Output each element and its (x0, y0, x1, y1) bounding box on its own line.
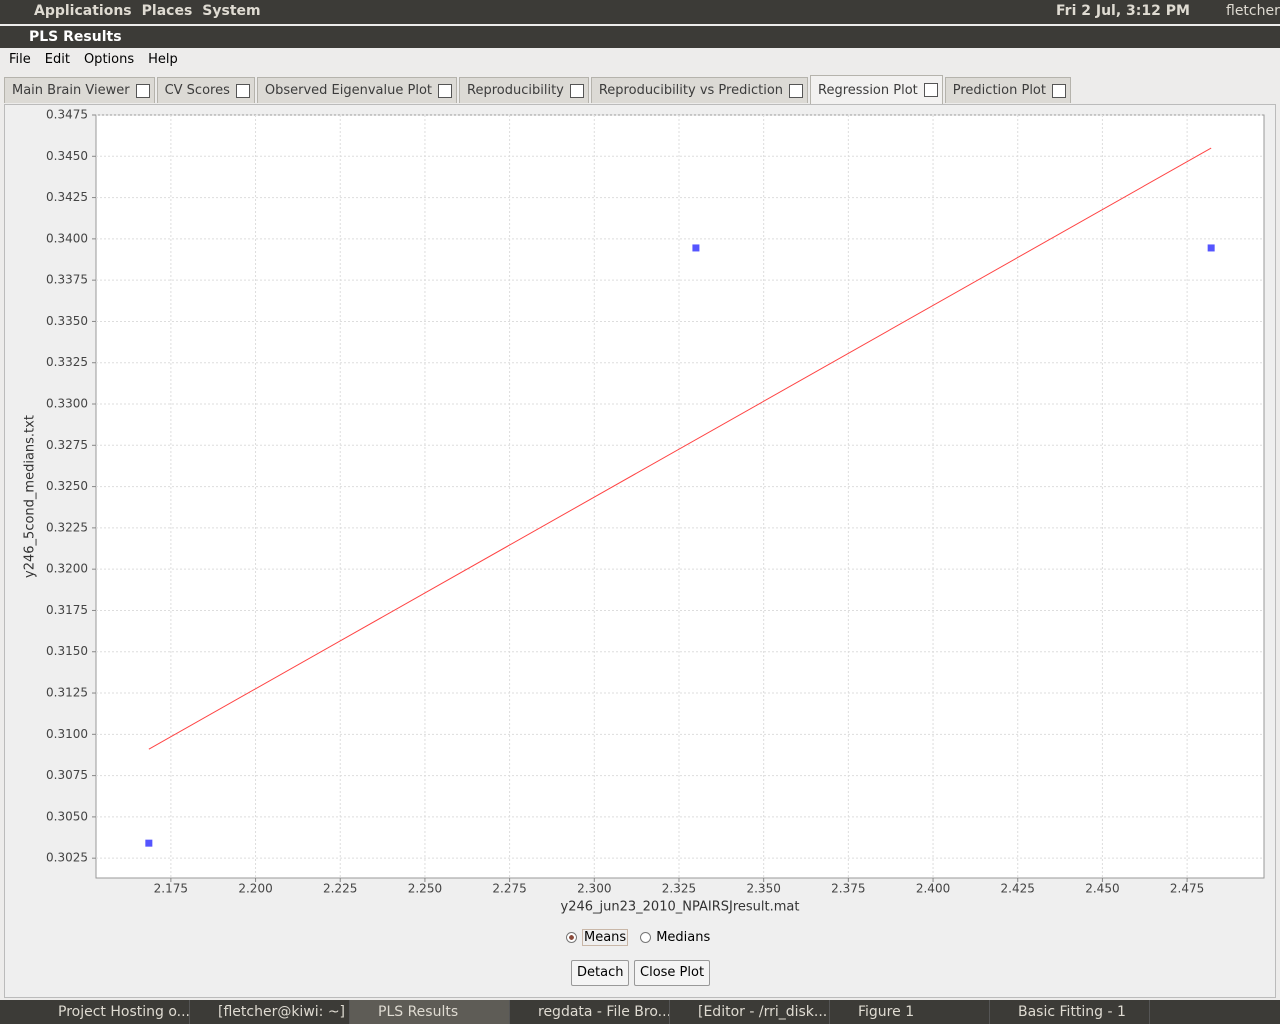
panel-menu[interactable]: System (202, 3, 261, 19)
x-tick-label: 2.175 (154, 882, 188, 896)
panel-menus: Applications Places System (34, 3, 261, 19)
menu-item[interactable]: Help (148, 52, 178, 67)
tab[interactable]: Reproducibility (459, 77, 589, 103)
y-tick-label: 0.3100 (46, 727, 88, 741)
point (145, 839, 153, 847)
radio-label: Means (582, 929, 629, 946)
tab-label: Prediction Plot (952, 83, 1046, 98)
show-desktop[interactable] (0, 1000, 30, 1024)
radio-group: Means Medians (566, 929, 710, 946)
menu-item[interactable]: Edit (44, 52, 70, 67)
x-tick-label: 2.450 (1085, 882, 1119, 896)
window-titlebar: PLS Results (0, 26, 1280, 48)
task-item[interactable]: [Editor - /rri_disk... (670, 1000, 830, 1024)
y-axis-label: y246_5cond_medians.txt (23, 415, 38, 578)
menu-item[interactable]: Options (83, 52, 135, 67)
y-tick-label: 0.3350 (46, 314, 88, 328)
x-tick-label: 2.325 (662, 882, 696, 896)
y-tick-label: 0.3400 (46, 231, 88, 245)
tab-detach-icon[interactable] (569, 83, 584, 98)
x-tick-label: 2.475 (1170, 882, 1204, 896)
radio-dot (566, 932, 577, 943)
button[interactable]: Detach (571, 960, 630, 986)
tab-strip: Main Brain Viewer CV Scores Observed Eigen… (4, 75, 1071, 104)
y-tick-label: 0.3475 (46, 108, 88, 122)
tab-detach-icon[interactable] (235, 83, 250, 98)
button[interactable]: Close Plot (634, 960, 711, 986)
chart: 0.3025 0.3050 0.3075 0.3100 0.3125 0.3150 0.31… (23, 108, 1265, 915)
radio[interactable]: Means (566, 929, 629, 946)
radio-label: Medians (656, 930, 711, 945)
x-tick-label: 2.350 (746, 882, 780, 896)
user[interactable]: fletcher (1226, 3, 1280, 19)
tab[interactable]: Regression Plot (810, 75, 943, 104)
tab[interactable]: Main Brain Viewer (4, 77, 155, 103)
tab[interactable]: Prediction Plot (944, 77, 1071, 103)
task-item[interactable]: [fletcher@kiwi: ~] (190, 1000, 350, 1024)
y-tick-label: 0.3450 (46, 149, 88, 163)
x-tick-label: 2.250 (408, 882, 442, 896)
top-panel: Applications Places System Fri 2 Jul, 3:12… (0, 0, 1280, 24)
tab-label: Regression Plot (818, 82, 918, 98)
taskbar: Project Hosting o... [fletcher@kiwi: ~] PL… (0, 1000, 1280, 1024)
y-tick-label: 0.3175 (46, 603, 88, 617)
x-axis-label: y246_jun23_2010_NPAIRSJresult.mat (561, 900, 800, 915)
menu-items: File Edit Options Help (9, 52, 178, 67)
y-tick-label: 0.3025 (46, 851, 88, 865)
window-title: PLS Results (29, 29, 122, 45)
radio-dot (640, 932, 652, 943)
tab[interactable]: Observed Eigenvalue Plot (256, 77, 458, 103)
tab-detach-icon[interactable] (789, 83, 804, 98)
tab-detach-icon[interactable] (135, 83, 150, 98)
regression-line (148, 147, 1212, 750)
x-tick-label: 2.400 (916, 882, 950, 896)
task-item[interactable]: regdata - File Bro... (510, 1000, 670, 1024)
y-tick-label: 0.3300 (46, 397, 88, 411)
radio[interactable]: Medians (640, 929, 710, 946)
x-tick-label: 2.375 (831, 882, 865, 896)
tab-label: Reproducibility (467, 83, 564, 98)
clock[interactable]: Fri 2 Jul, 3:12 PM (1056, 3, 1190, 19)
y-tick-label: 0.3050 (46, 809, 88, 823)
y-tick-label: 0.3250 (46, 479, 88, 493)
y-tick-label: 0.3425 (46, 190, 88, 204)
tab-label: CV Scores (164, 83, 230, 98)
tab[interactable]: CV Scores (156, 77, 255, 103)
y-tick-label: 0.3200 (46, 562, 88, 576)
tab-label: Observed Eigenvalue Plot (264, 83, 433, 98)
task-item[interactable]: Project Hosting o... (30, 1000, 190, 1024)
x-tick-label: 2.200 (238, 882, 272, 896)
tab-detach-icon[interactable] (1051, 83, 1066, 98)
menu-item[interactable]: File (9, 52, 31, 67)
task-item[interactable]: Basic Fitting - 1 (990, 1000, 1150, 1024)
task-item[interactable]: Figure 1 (830, 1000, 990, 1024)
y-tick-label: 0.3325 (46, 355, 88, 369)
tab-detach-icon[interactable] (438, 83, 453, 98)
point (692, 244, 700, 252)
panel-menu[interactable]: Places (141, 3, 193, 19)
x-tick-label: 2.300 (577, 882, 611, 896)
y-tick-label: 0.3375 (46, 273, 88, 287)
y-tick-label: 0.3225 (46, 520, 88, 534)
x-tick-label: 2.225 (323, 882, 357, 896)
x-tick-label: 2.275 (492, 882, 526, 896)
panel-menu[interactable]: Applications (34, 3, 132, 19)
task-item[interactable]: PLS Results (350, 1000, 510, 1024)
tab[interactable]: Reproducibility vs Prediction (590, 77, 809, 103)
y-tick-label: 0.3275 (46, 438, 88, 452)
y-tick-label: 0.3125 (46, 686, 88, 700)
x-tick-label: 2.425 (1001, 882, 1035, 896)
tab-detach-icon[interactable] (923, 83, 938, 97)
point (1207, 244, 1215, 252)
tab-label: Main Brain Viewer (12, 83, 130, 98)
y-tick-label: 0.3075 (46, 768, 88, 782)
plot-area (95, 114, 1265, 879)
tab-label: Reproducibility vs Prediction (598, 83, 784, 98)
y-tick-label: 0.3150 (46, 644, 88, 658)
menubar: File Edit Options Help (0, 48, 1280, 72)
